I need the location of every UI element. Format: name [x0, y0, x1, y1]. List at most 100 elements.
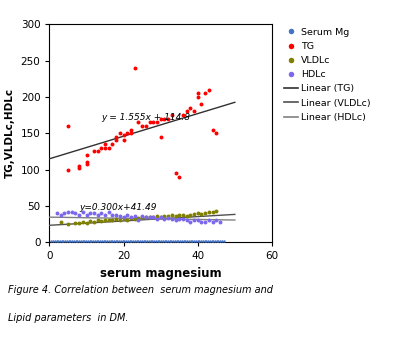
- Point: [213, 130, 220, 136]
- Point: [93, 238, 100, 244]
- Point: [156, 238, 163, 244]
- Point: [180, 216, 186, 222]
- Point: [119, 238, 126, 244]
- Point: [157, 116, 164, 121]
- Point: [146, 120, 153, 125]
- Point: [175, 238, 182, 244]
- Point: [57, 212, 64, 218]
- Point: [76, 163, 82, 169]
- Point: [165, 238, 171, 244]
- Point: [70, 238, 77, 244]
- Point: [102, 212, 108, 217]
- Point: [66, 238, 72, 244]
- Point: [83, 161, 90, 166]
- Point: [98, 238, 105, 244]
- Point: [48, 238, 54, 244]
- Point: [151, 238, 157, 244]
- Point: [219, 238, 225, 244]
- Point: [131, 65, 138, 71]
- Point: [139, 213, 145, 219]
- Point: [59, 238, 65, 244]
- Point: [165, 116, 171, 121]
- Point: [124, 130, 131, 136]
- Point: [84, 238, 91, 244]
- Point: [206, 210, 212, 215]
- Point: [213, 218, 220, 223]
- Point: [131, 216, 138, 222]
- Point: [210, 238, 217, 244]
- Point: [183, 213, 190, 219]
- Point: [145, 238, 152, 244]
- Point: [124, 238, 131, 244]
- Point: [83, 220, 90, 225]
- Point: [187, 238, 194, 244]
- Point: [94, 149, 101, 154]
- Point: [198, 238, 204, 244]
- Text: y = 1.555x + 114.8: y = 1.555x + 114.8: [101, 113, 190, 122]
- Point: [80, 238, 86, 244]
- Point: [123, 238, 129, 244]
- Point: [166, 238, 173, 244]
- Point: [80, 209, 86, 215]
- Point: [185, 238, 192, 244]
- Point: [194, 94, 201, 100]
- Point: [143, 123, 149, 129]
- Point: [69, 238, 75, 244]
- Point: [128, 130, 134, 136]
- Point: [86, 238, 93, 244]
- Point: [182, 238, 189, 244]
- Point: [94, 218, 101, 223]
- Point: [62, 238, 68, 244]
- Point: [109, 142, 116, 147]
- Point: [154, 120, 160, 125]
- Point: [139, 123, 145, 129]
- Point: [120, 214, 127, 220]
- Point: [212, 238, 218, 244]
- Point: [100, 238, 107, 244]
- Point: [158, 238, 164, 244]
- Point: [76, 238, 82, 244]
- Point: [135, 218, 142, 223]
- Point: [83, 238, 89, 244]
- Point: [113, 138, 119, 143]
- Point: [88, 238, 95, 244]
- Point: [169, 212, 175, 218]
- Point: [128, 238, 135, 244]
- Point: [147, 238, 154, 244]
- Point: [53, 238, 60, 244]
- Point: [76, 220, 82, 226]
- Point: [149, 238, 156, 244]
- Point: [135, 238, 142, 244]
- Point: [74, 238, 81, 244]
- Point: [154, 216, 160, 222]
- Point: [109, 238, 115, 244]
- Point: [154, 238, 161, 244]
- Point: [128, 216, 134, 221]
- Point: [165, 213, 171, 219]
- Point: [220, 238, 227, 244]
- Point: [135, 216, 142, 221]
- Point: [146, 214, 153, 220]
- Point: [98, 210, 105, 216]
- Point: [202, 91, 208, 96]
- Point: [52, 238, 58, 244]
- Point: [183, 218, 190, 223]
- Point: [94, 212, 101, 217]
- Point: [98, 218, 105, 224]
- Point: [81, 238, 88, 244]
- Point: [217, 219, 223, 225]
- Point: [120, 132, 127, 137]
- Point: [194, 238, 201, 244]
- Point: [105, 217, 112, 222]
- Point: [172, 213, 179, 219]
- Point: [98, 145, 105, 151]
- Point: [95, 238, 102, 244]
- Point: [217, 238, 224, 244]
- Point: [83, 152, 90, 158]
- Point: [169, 112, 175, 118]
- Point: [105, 209, 112, 215]
- Point: [117, 130, 123, 136]
- Y-axis label: TG,VLDLc,HDLc: TG,VLDLc,HDLc: [5, 88, 15, 178]
- Point: [128, 214, 134, 220]
- Point: [161, 216, 168, 222]
